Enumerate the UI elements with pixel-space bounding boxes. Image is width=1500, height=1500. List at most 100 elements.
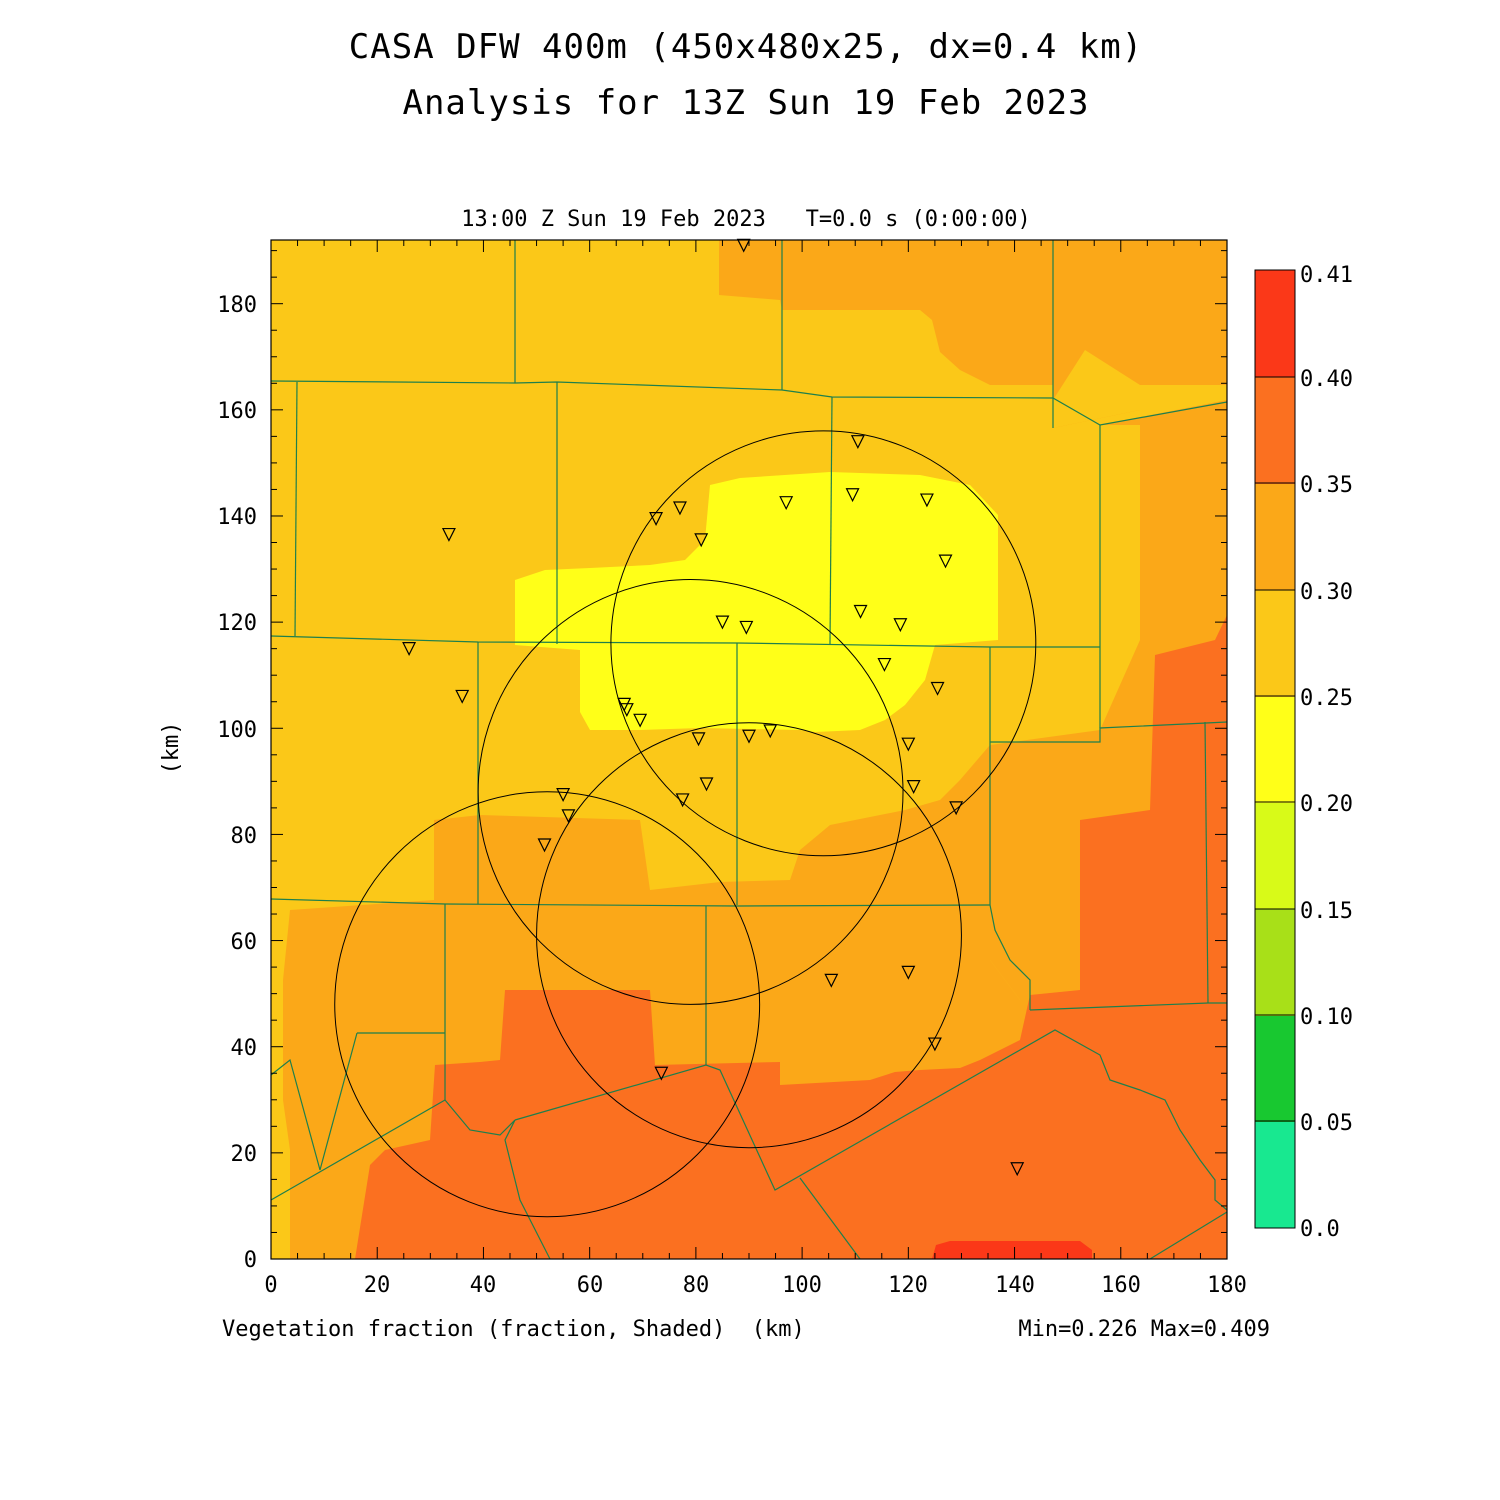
x-axis-labels: 0 20 40 60 80 100 120 140 160 180 — [264, 1273, 1247, 1298]
station-marker — [556, 788, 571, 802]
radar-ring — [334, 791, 761, 1218]
colorbar-label: 0.05 — [1300, 1111, 1353, 1136]
y-tick-label: 20 — [231, 1142, 258, 1167]
colorbar-label: 0.10 — [1300, 1005, 1353, 1030]
y-tick-label: 160 — [217, 399, 257, 424]
station-marker — [654, 1066, 669, 1081]
colorbar-label: 0.40 — [1300, 367, 1353, 392]
y-axis-unit: (km) — [159, 722, 184, 775]
colorbar-frame — [1254, 269, 1296, 1229]
radar-ring — [610, 430, 1037, 857]
colorbar-label: 0.0 — [1300, 1217, 1340, 1242]
x-tick-label: 80 — [683, 1273, 710, 1298]
colorbar-label: 0.35 — [1300, 473, 1353, 498]
observation-stations — [402, 238, 1025, 1177]
station-marker — [691, 732, 706, 747]
axis-ticks — [270, 240, 1228, 1260]
field-description: Vegetation fraction (fraction, Shaded) (… — [222, 1317, 805, 1342]
county-line — [270, 898, 991, 907]
station-marker — [919, 493, 934, 508]
station-marker — [850, 435, 865, 450]
colorbar-segment — [1255, 590, 1295, 697]
x-tick-label: 0 — [264, 1273, 277, 1298]
station-marker — [739, 620, 754, 635]
station-marker — [845, 488, 860, 503]
county-line — [319, 1032, 358, 1171]
station-marker — [699, 777, 714, 792]
region-max-red — [932, 1241, 1092, 1259]
min-max-readout: Min=0.226 Max=0.409 — [1018, 1317, 1270, 1342]
y-tick-label: 60 — [231, 930, 258, 955]
y-tick-label: 100 — [217, 718, 257, 743]
station-marker — [402, 642, 417, 657]
colorbar-segment — [1255, 377, 1295, 484]
y-tick-label: 40 — [231, 1036, 258, 1061]
station-marker — [675, 793, 690, 808]
station-marker — [927, 1037, 942, 1052]
y-tick-label: 80 — [231, 824, 258, 849]
station-marker — [763, 724, 778, 739]
colorbar-segment — [1255, 1121, 1295, 1228]
colorbar-segment — [1255, 802, 1295, 909]
station-marker — [877, 657, 892, 672]
station-marker — [441, 527, 456, 542]
county-line — [1029, 1002, 1227, 1011]
station-marker — [824, 973, 839, 988]
station-marker — [901, 965, 916, 980]
county-line — [294, 381, 298, 637]
county-line — [1149, 1211, 1228, 1260]
station-marker — [619, 703, 634, 718]
station-marker — [893, 618, 908, 633]
county-line — [1204, 721, 1209, 1004]
y-tick-label: 180 — [217, 293, 257, 318]
y-tick-label: 0 — [244, 1248, 257, 1273]
x-tick-label: 140 — [995, 1273, 1035, 1298]
colorbar-segment — [1255, 270, 1295, 377]
station-marker — [906, 780, 921, 794]
station-marker — [779, 496, 794, 511]
station-marker — [649, 512, 664, 526]
station-marker — [672, 501, 687, 516]
colorbar-label: 0.41 — [1300, 263, 1353, 288]
colorbar-label: 0.15 — [1300, 899, 1353, 924]
station-marker — [455, 689, 470, 704]
county-line — [799, 1177, 861, 1260]
county-line — [989, 647, 1031, 1010]
plot-subtitle: 13:00 Z Sun 19 Feb 2023 T=0.0 s (0:00:00… — [461, 207, 1031, 232]
station-marker — [694, 533, 709, 548]
colorbar-segment — [1255, 483, 1295, 590]
county-line — [270, 380, 1228, 426]
title-line-1: CASA DFW 400m (450x480x25, dx=0.4 km) — [349, 27, 1143, 67]
y-tick-label: 120 — [217, 611, 257, 636]
station-marker — [1010, 1162, 1025, 1177]
radar-ring — [477, 579, 904, 1005]
station-marker — [949, 801, 964, 816]
title-line-2: Analysis for 13Z Sun 19 Feb 2023 — [402, 83, 1089, 123]
station-marker — [930, 681, 945, 696]
station-marker — [853, 604, 868, 619]
x-tick-label: 100 — [782, 1273, 822, 1298]
region-north-notch — [1053, 350, 1140, 428]
county-line — [829, 396, 833, 645]
radar-ring — [536, 722, 962, 1149]
radar-range-rings — [334, 430, 1037, 1218]
map-field — [270, 238, 1228, 1260]
x-tick-label: 20 — [364, 1273, 391, 1298]
colorbar-segment — [1255, 909, 1295, 1016]
region-dark-orange — [355, 615, 1227, 1259]
y-axis-labels: 0 20 40 60 80 100 120 140 160 180 — [217, 293, 257, 1273]
station-marker — [938, 554, 953, 569]
county-line — [990, 721, 1228, 743]
station-marker — [633, 713, 648, 728]
station-marker — [537, 838, 552, 853]
region-yellow — [515, 472, 998, 732]
station-marker — [736, 238, 751, 253]
colorbar-label: 0.20 — [1300, 792, 1353, 817]
station-marker — [715, 615, 730, 630]
colorbar-segment — [1255, 1015, 1295, 1122]
x-tick-label: 160 — [1101, 1273, 1141, 1298]
colorbar-segment — [1255, 696, 1295, 803]
x-tick-label: 40 — [470, 1273, 497, 1298]
x-tick-label: 60 — [577, 1273, 604, 1298]
